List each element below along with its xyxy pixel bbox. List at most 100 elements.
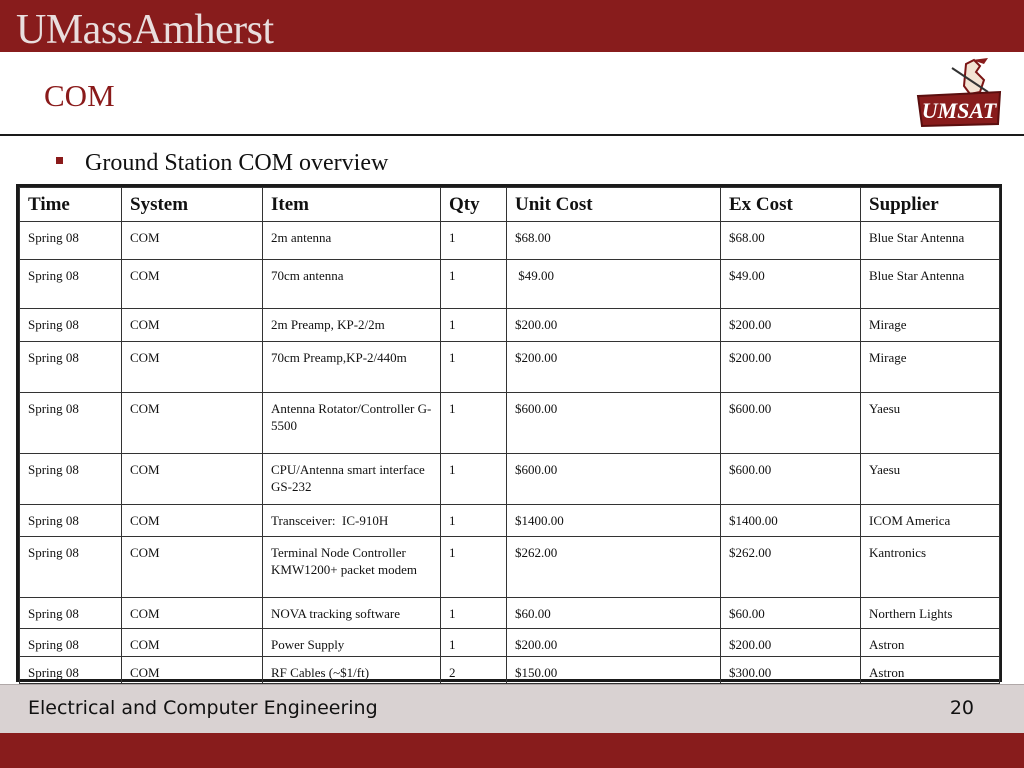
cell-item: 70cm antenna (262, 259, 441, 309)
cell-time: Spring 08 (19, 308, 122, 342)
cell-system: COM (121, 656, 263, 684)
table-row: Spring 08 COM 70cm Preamp,KP-2/440m 1 $2… (19, 341, 1000, 393)
table-row: Spring 08 COM RF Cables (~$1/ft) 2 $150.… (19, 656, 1000, 684)
header-unit-cost: Unit Cost (506, 187, 721, 222)
cell-time: Spring 08 (19, 453, 122, 505)
cell-unit-cost: $600.00 (506, 392, 721, 454)
cell-system: COM (121, 392, 263, 454)
cell-unit-cost: $600.00 (506, 453, 721, 505)
cell-qty: 1 (440, 392, 507, 454)
cell-ex-cost: $200.00 (720, 628, 861, 657)
table-row: Spring 08 COM Antenna Rotator/Controller… (19, 392, 1000, 454)
bottom-banner (0, 733, 1024, 768)
table-row: Spring 08 COM 2m Preamp, KP-2/2m 1 $200.… (19, 308, 1000, 342)
cost-table: Time System Item Qty Unit Cost Ex Cost S… (19, 187, 1000, 684)
cell-item: RF Cables (~$1/ft) (262, 656, 441, 684)
cell-qty: 1 (440, 341, 507, 393)
cell-time: Spring 08 (19, 504, 122, 537)
top-banner: UMassAmherst (0, 0, 1024, 52)
cell-supplier: Astron (860, 656, 1000, 684)
cell-system: COM (121, 341, 263, 393)
cell-system: COM (121, 221, 263, 260)
cell-ex-cost: $49.00 (720, 259, 861, 309)
cell-item: CPU/Antenna smart interface GS-232 (262, 453, 441, 505)
cell-system: COM (121, 628, 263, 657)
cell-ex-cost: $60.00 (720, 597, 861, 629)
cell-ex-cost: $1400.00 (720, 504, 861, 537)
cell-system: COM (121, 536, 263, 598)
footer-department: Electrical and Computer Engineering (28, 697, 378, 719)
cell-item: NOVA tracking software (262, 597, 441, 629)
table-row: Spring 08 COM 2m antenna 1 $68.00 $68.00… (19, 221, 1000, 260)
table-row: Spring 08 COM CPU/Antenna smart interfac… (19, 453, 1000, 505)
header-system: System (121, 187, 263, 222)
bullet-text: Ground Station COM overview (85, 150, 389, 176)
table-row: Spring 08 COM 70cm antenna 1 $49.00 $49.… (19, 259, 1000, 309)
cell-item: 2m antenna (262, 221, 441, 260)
header-ex-cost: Ex Cost (720, 187, 861, 222)
slide-footer: Electrical and Computer Engineering 20 (0, 684, 1024, 733)
cell-item: Transceiver: IC-910H (262, 504, 441, 537)
table-row: Spring 08 COM NOVA tracking software 1 $… (19, 597, 1000, 629)
cell-unit-cost: $49.00 (506, 259, 721, 309)
cell-supplier: Mirage (860, 308, 1000, 342)
cell-unit-cost: $1400.00 (506, 504, 721, 537)
cell-unit-cost: $150.00 (506, 656, 721, 684)
cell-item: Antenna Rotator/Controller G-5500 (262, 392, 441, 454)
cell-system: COM (121, 259, 263, 309)
cell-qty: 1 (440, 259, 507, 309)
cell-supplier: Northern Lights (860, 597, 1000, 629)
cell-time: Spring 08 (19, 392, 122, 454)
cell-time: Spring 08 (19, 656, 122, 684)
cell-item: 2m Preamp, KP-2/2m (262, 308, 441, 342)
cell-item: Power Supply (262, 628, 441, 657)
cell-time: Spring 08 (19, 259, 122, 309)
cell-unit-cost: $68.00 (506, 221, 721, 260)
cell-supplier: ICOM America (860, 504, 1000, 537)
cell-supplier: Blue Star Antenna (860, 221, 1000, 260)
page-number: 20 (949, 697, 974, 719)
cell-time: Spring 08 (19, 341, 122, 393)
cell-unit-cost: $262.00 (506, 536, 721, 598)
cell-unit-cost: $60.00 (506, 597, 721, 629)
cell-supplier: Yaesu (860, 453, 1000, 505)
cell-ex-cost: $68.00 (720, 221, 861, 260)
cell-time: Spring 08 (19, 536, 122, 598)
title-divider (0, 134, 1024, 136)
cell-supplier: Blue Star Antenna (860, 259, 1000, 309)
table-header-row: Time System Item Qty Unit Cost Ex Cost S… (19, 187, 1000, 222)
header-supplier: Supplier (860, 187, 1000, 222)
cell-unit-cost: $200.00 (506, 341, 721, 393)
cell-item: Terminal Node Controller KMW1200+ packet… (262, 536, 441, 598)
cell-qty: 1 (440, 221, 507, 260)
cell-qty: 1 (440, 453, 507, 505)
cell-ex-cost: $300.00 (720, 656, 861, 684)
cell-system: COM (121, 453, 263, 505)
cell-unit-cost: $200.00 (506, 308, 721, 342)
cell-ex-cost: $262.00 (720, 536, 861, 598)
header-item: Item (262, 187, 441, 222)
cell-qty: 2 (440, 656, 507, 684)
table-row: Spring 08 COM Terminal Node Controller K… (19, 536, 1000, 598)
cell-system: COM (121, 597, 263, 629)
table-row: Spring 08 COM Power Supply 1 $200.00 $20… (19, 628, 1000, 657)
cell-supplier: Yaesu (860, 392, 1000, 454)
cell-qty: 1 (440, 308, 507, 342)
cell-ex-cost: $600.00 (720, 392, 861, 454)
umsat-logo: UMSAT (916, 58, 1002, 128)
cell-system: COM (121, 504, 263, 537)
cell-time: Spring 08 (19, 221, 122, 260)
slide-title: COM (44, 78, 115, 113)
cell-supplier: Astron (860, 628, 1000, 657)
cell-supplier: Kantronics (860, 536, 1000, 598)
cell-unit-cost: $200.00 (506, 628, 721, 657)
cell-item: 70cm Preamp,KP-2/440m (262, 341, 441, 393)
cell-system: COM (121, 308, 263, 342)
bullet-square-icon (56, 156, 63, 164)
cell-time: Spring 08 (19, 597, 122, 629)
cell-ex-cost: $600.00 (720, 453, 861, 505)
bullet-item: Ground Station COM overview (56, 148, 388, 178)
umass-amherst-wordmark: UMassAmherst (16, 7, 274, 53)
cell-ex-cost: $200.00 (720, 341, 861, 393)
header-time: Time (19, 187, 122, 222)
